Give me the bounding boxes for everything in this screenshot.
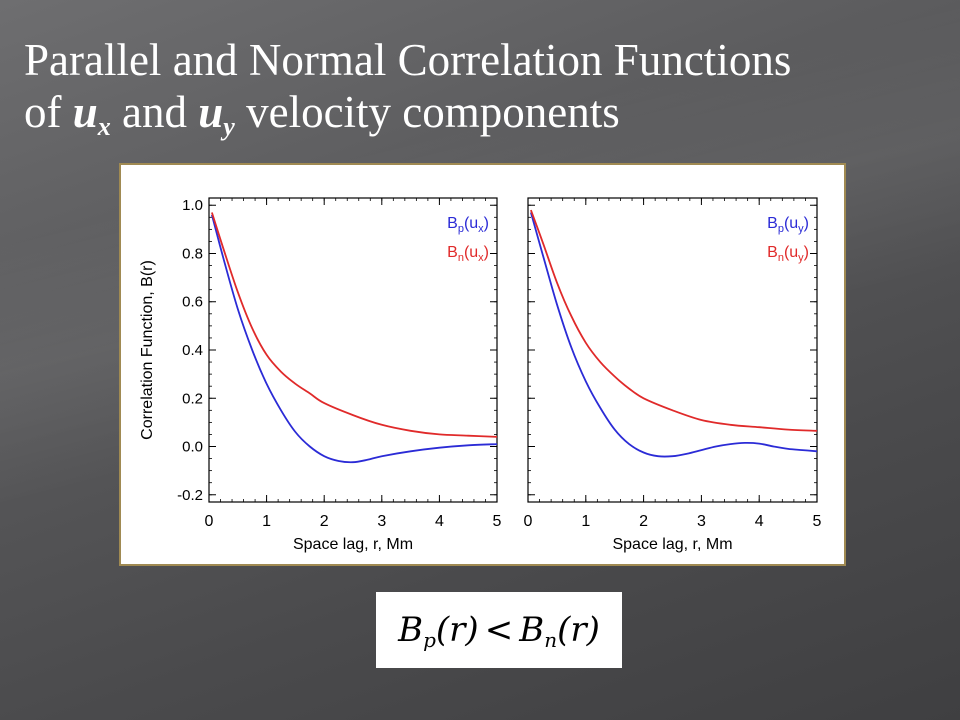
legend-text-part: B xyxy=(767,244,778,261)
chart-panel-1: 0 1 2 3 4 5 -0.2 0.0 0.2 0.4 0.6 0.8 1.0 Space lag, r… xyxy=(139,197,502,553)
legend-text-part: y xyxy=(798,252,804,264)
legend-text-part: x xyxy=(478,252,484,264)
formula-lhs-sub: p xyxy=(423,628,436,652)
formula-lhs-arg: (r) xyxy=(435,610,479,650)
formula-lhs: B xyxy=(398,610,424,650)
title-var-uy-sub: y xyxy=(223,112,235,141)
y-axis-label: Correlation Function, B(r) xyxy=(139,260,156,440)
legend-entry-p: Bp(ux) xyxy=(447,215,489,235)
legend-entry-p: Bp(uy) xyxy=(767,215,809,235)
series-line-n xyxy=(211,212,498,438)
slide-title: Parallel and Normal Correlation Function… xyxy=(24,34,944,141)
title-mid: and xyxy=(110,87,199,137)
x-tick-label: 1 xyxy=(581,513,590,530)
y-tick-label: 1.0 xyxy=(182,197,203,214)
title-prefix: of xyxy=(24,87,73,137)
chart-svg: 0 1 2 3 4 5 -0.2 0.0 0.2 0.4 0.6 0.8 1.0 Space lag, r… xyxy=(139,197,822,553)
legend-text-part: (u xyxy=(464,244,478,261)
series-line-n xyxy=(530,209,818,432)
formula-rhs-arg: (r) xyxy=(557,610,600,650)
x-tick-label: 5 xyxy=(493,513,502,530)
chart-figure: 0 1 2 3 4 5 -0.2 0.0 0.2 0.4 0.6 0.8 1.0 Space lag, r… xyxy=(119,163,846,566)
x-tick-label: 2 xyxy=(320,513,329,530)
x-tick-label: 4 xyxy=(435,513,444,530)
y-tick-label: 0.0 xyxy=(182,439,203,456)
x-tick-label: 3 xyxy=(377,513,386,530)
y-tick-label: -0.2 xyxy=(177,487,203,504)
legend-text-part: n xyxy=(778,252,784,264)
legend-text-part: (u xyxy=(784,244,798,261)
legend-text-part: n xyxy=(458,252,464,264)
x-tick-label: 5 xyxy=(813,513,822,530)
title-var-uy: u xyxy=(198,87,224,137)
x-tick-label: 0 xyxy=(205,513,214,530)
series-line-p xyxy=(211,214,498,464)
title-suffix: velocity components xyxy=(234,87,620,137)
legend-text-part: B xyxy=(767,215,778,232)
formula-rhs: B xyxy=(519,610,545,650)
x-tick-label: 1 xyxy=(262,513,271,530)
legend-text-part: ) xyxy=(804,215,809,232)
legend-text-part: x xyxy=(478,223,484,235)
legend-text-part: (u xyxy=(464,215,478,232)
legend-text-part: B xyxy=(447,215,458,232)
legend-text-part: ) xyxy=(484,215,489,232)
x-tick-label: 2 xyxy=(639,513,648,530)
formula-box: Bp(r) < Bn(r) xyxy=(376,592,622,668)
legend-text-part: y xyxy=(798,223,804,235)
formula-rhs-sub: n xyxy=(544,628,558,652)
x-axis-label: Space lag, r, Mm xyxy=(293,536,413,553)
legend-text-part: (u xyxy=(784,215,798,232)
x-tick-label: 3 xyxy=(697,513,706,530)
legend-text-part: p xyxy=(458,223,464,235)
title-var-ux-sub: x xyxy=(97,112,111,141)
y-tick-label: 0.6 xyxy=(182,294,203,311)
x-tick-label: 4 xyxy=(755,513,764,530)
legend-text-part: ) xyxy=(804,244,809,261)
title-line-1: Parallel and Normal Correlation Function… xyxy=(24,35,792,85)
title-var-ux: u xyxy=(72,87,98,137)
formula-operator: < xyxy=(484,610,514,650)
legend-text-part: B xyxy=(447,244,458,261)
y-tick-label: 0.4 xyxy=(182,342,203,359)
x-tick-label: 0 xyxy=(524,513,533,530)
legend-entry-n: Bn(uy) xyxy=(767,244,809,264)
y-tick-label: 0.8 xyxy=(182,245,203,262)
y-tick-label: 0.2 xyxy=(182,390,203,407)
legend-text-part: ) xyxy=(484,244,489,261)
series-line-p xyxy=(530,212,818,458)
legend-text-part: p xyxy=(778,223,784,235)
title-line-2: of ux and uy velocity components xyxy=(24,86,944,141)
legend-entry-n: Bn(ux) xyxy=(447,244,489,264)
x-axis-label: Space lag, r, Mm xyxy=(612,536,732,553)
